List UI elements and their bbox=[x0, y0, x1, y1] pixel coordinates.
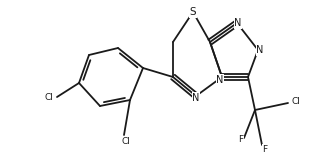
Text: F: F bbox=[238, 135, 243, 144]
Text: F: F bbox=[262, 144, 268, 153]
Text: N: N bbox=[256, 45, 264, 55]
Text: N: N bbox=[192, 93, 200, 103]
Text: S: S bbox=[190, 7, 196, 17]
Text: Cl: Cl bbox=[122, 136, 130, 145]
Text: N: N bbox=[234, 18, 242, 28]
Text: Cl: Cl bbox=[291, 97, 300, 106]
Text: Cl: Cl bbox=[44, 93, 53, 102]
Text: N: N bbox=[216, 75, 224, 85]
